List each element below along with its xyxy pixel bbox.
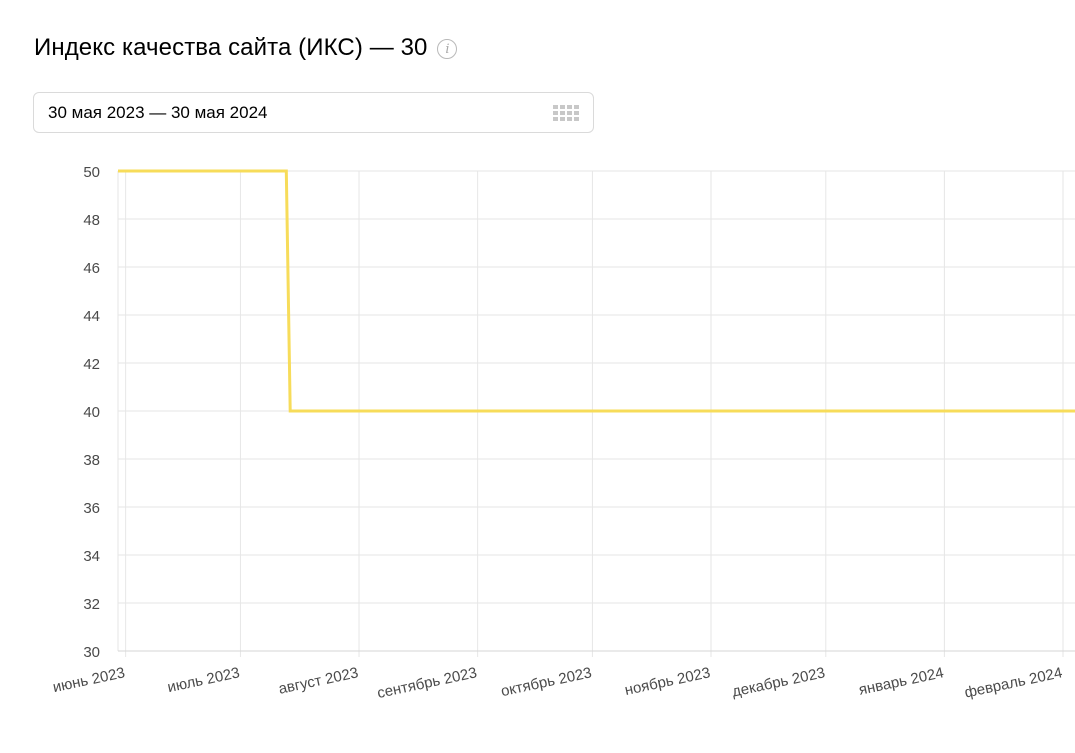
x-tick-label: июнь 2023 — [51, 664, 126, 696]
chart-header: Индекс качества сайта (ИКС) — 30 i — [34, 34, 458, 62]
y-tick-label: 46 — [83, 260, 100, 277]
y-tick-label: 50 — [83, 164, 100, 181]
iks-series-line — [118, 169, 1075, 413]
x-tick-label: январь 2024 — [857, 664, 945, 699]
page-title: Индекс качества сайта (ИКС) — 30 — [34, 34, 428, 61]
x-tick-label: ноябрь 2023 — [623, 664, 712, 699]
y-tick-label: 38 — [83, 452, 100, 469]
x-tick-label: сентябрь 2023 — [376, 664, 479, 702]
calendar-icon[interactable] — [553, 104, 579, 121]
x-tick-label: октябрь 2023 — [499, 664, 593, 700]
x-tick-label: август 2023 — [277, 664, 360, 697]
x-tick-label: февраль 2024 — [963, 664, 1064, 701]
y-tick-label: 44 — [83, 308, 100, 325]
y-tick-label: 42 — [83, 356, 100, 373]
iks-chart-svg: 30 32 34 36 38 40 42 44 46 48 50 июнь 2023 июль 2023… — [51, 164, 1075, 702]
y-tick-label: 48 — [83, 212, 100, 229]
y-tick-label: 40 — [83, 404, 100, 421]
y-tick-label: 34 — [83, 548, 100, 565]
date-range-value: 30 мая 2023 — 30 мая 2024 — [48, 102, 268, 122]
y-tick-label: 30 — [83, 644, 100, 661]
y-tick-label: 32 — [83, 596, 100, 613]
date-range-picker[interactable]: 30 мая 2023 — 30 мая 2024 — [33, 92, 594, 133]
x-tick-label: июль 2023 — [166, 664, 241, 696]
y-tick-label: 36 — [83, 500, 100, 517]
iks-chart: 30 32 34 36 38 40 42 44 46 48 50 июнь 2023 июль 2023… — [0, 150, 1075, 748]
x-tick-label: декабрь 2023 — [731, 664, 827, 700]
info-icon[interactable]: i — [437, 39, 458, 59]
